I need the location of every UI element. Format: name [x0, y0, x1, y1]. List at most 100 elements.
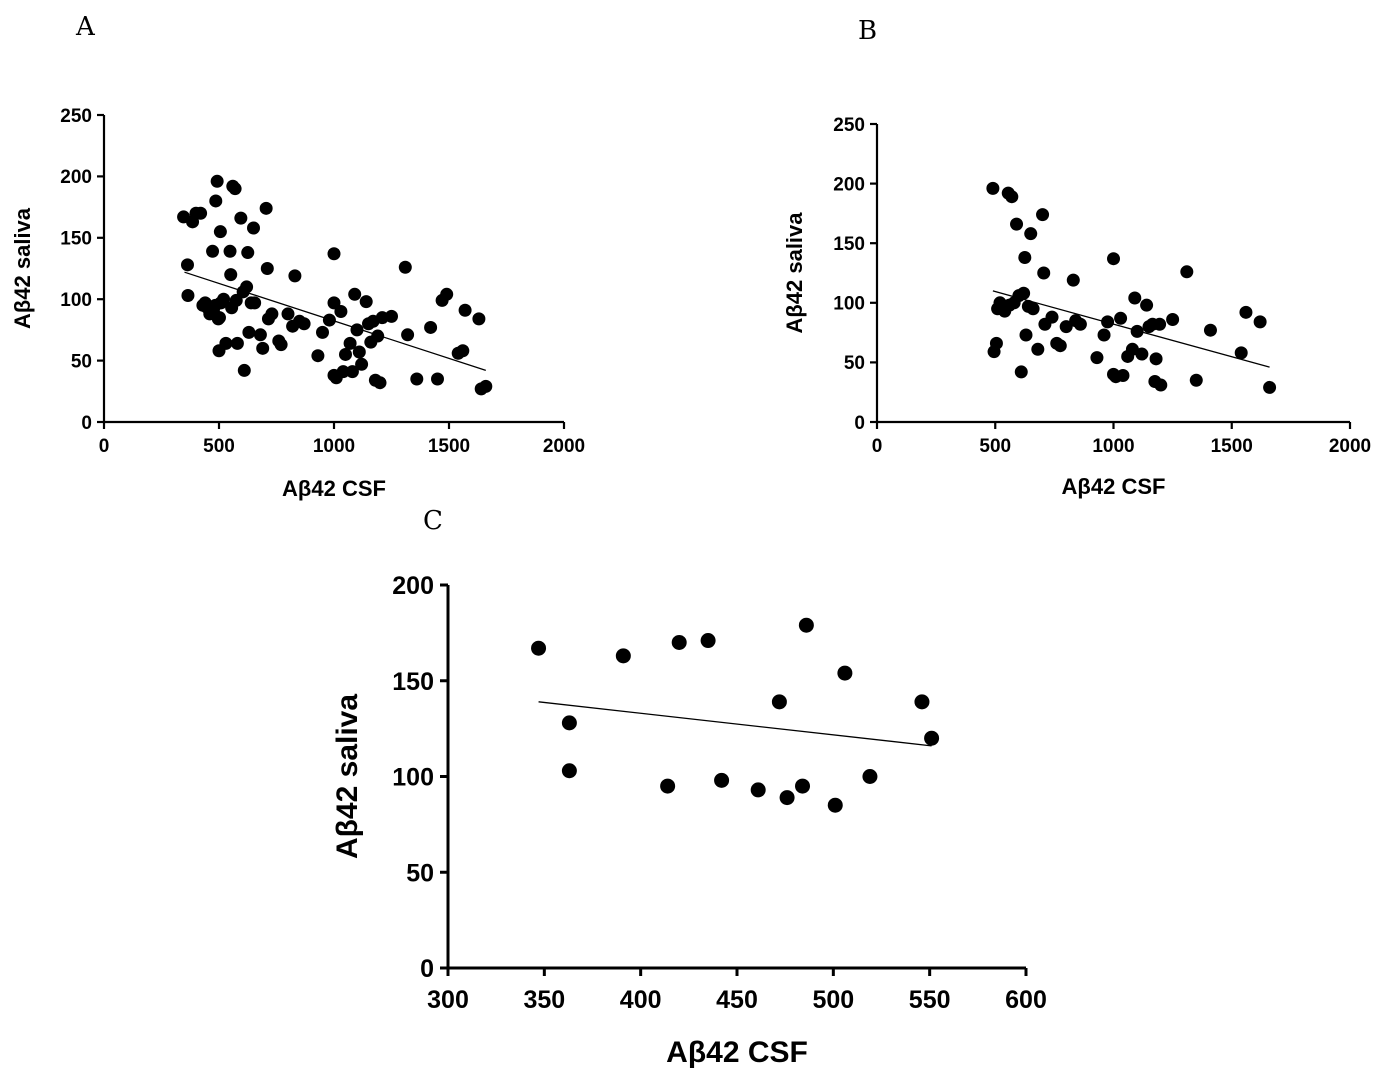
data-point — [1036, 208, 1050, 222]
data-point — [431, 372, 444, 386]
data-point — [771, 694, 787, 710]
data-point — [237, 363, 251, 377]
data-point — [750, 782, 766, 798]
data-point — [348, 287, 362, 301]
data-point — [398, 260, 412, 274]
data-point — [827, 797, 843, 813]
data-point — [181, 289, 195, 303]
data-point — [228, 182, 242, 196]
data-point — [714, 772, 730, 788]
y-tick-label: 100 — [833, 294, 865, 315]
data-point — [343, 336, 357, 350]
x-tick-label: 550 — [909, 986, 951, 1014]
data-point — [914, 694, 930, 710]
data-point — [345, 365, 359, 379]
data-point — [373, 376, 387, 390]
data-point — [1128, 291, 1142, 305]
data-point — [327, 247, 341, 261]
data-point — [986, 181, 1000, 195]
data-point — [256, 341, 270, 355]
data-point — [1114, 311, 1128, 325]
x-tick-label: 0 — [872, 436, 883, 457]
chart-c: 300 350 400 450 500 550 600 0 50 100 150 200 Aβ42 CS… — [331, 572, 1047, 1068]
data-point — [322, 313, 336, 327]
y-tick-label: 150 — [392, 668, 434, 696]
data-point — [240, 280, 254, 294]
data-point — [1024, 227, 1038, 241]
data-point — [1090, 351, 1104, 365]
x-tick-label: 450 — [716, 986, 758, 1014]
data-point — [1097, 328, 1111, 342]
x-tick-label: 1000 — [1092, 436, 1134, 457]
x-axis-title: Aβ42 CSF — [1062, 474, 1166, 499]
data-point — [456, 344, 470, 358]
data-point — [1005, 190, 1019, 204]
y-tick-label: 0 — [854, 413, 865, 434]
data-point — [660, 778, 676, 794]
data-point — [217, 292, 231, 306]
data-point — [1203, 323, 1217, 337]
data-point — [424, 320, 438, 334]
data-point — [224, 268, 238, 282]
data-point — [1140, 298, 1154, 312]
data-point — [479, 379, 493, 393]
x-tick-label: 1000 — [313, 436, 355, 457]
x-tick-label: 400 — [620, 986, 662, 1014]
data-point — [1066, 273, 1080, 287]
data-point — [334, 304, 348, 318]
data-point — [1135, 347, 1149, 361]
y-tick-label: 150 — [60, 229, 92, 250]
y-tick-label: 250 — [60, 106, 92, 127]
data-point — [989, 336, 1003, 350]
data-point — [458, 303, 472, 317]
data-point — [1037, 266, 1051, 280]
data-point — [213, 225, 227, 239]
data-point — [355, 357, 369, 371]
panel-label-b: B — [858, 16, 878, 46]
data-point — [1026, 302, 1040, 316]
data-point — [1180, 265, 1194, 279]
data-point — [1031, 342, 1045, 356]
y-tick-label: 150 — [833, 234, 865, 255]
y-axis-title: Aβ42 saliva — [782, 212, 807, 334]
data-point — [242, 325, 256, 339]
data-point — [1149, 352, 1163, 366]
y-tick-label: 50 — [406, 859, 434, 887]
x-axis-title: Aβ42 CSF — [666, 1036, 808, 1068]
y-tick-label: 200 — [60, 167, 92, 188]
x-tick-label: 300 — [427, 986, 469, 1014]
y-tick-label: 100 — [60, 290, 92, 311]
x-tick-label: 1500 — [1211, 436, 1253, 457]
data-point — [260, 262, 274, 275]
panel-label-c: C — [423, 506, 443, 536]
data-point — [779, 790, 795, 806]
data-point — [316, 325, 329, 339]
data-point — [359, 295, 373, 309]
data-point — [795, 778, 811, 794]
x-tick-label: 600 — [1005, 986, 1047, 1014]
data-point — [281, 307, 295, 321]
data-point — [223, 244, 237, 258]
data-point — [1010, 217, 1024, 231]
data-point — [219, 336, 233, 350]
data-point — [1263, 380, 1277, 394]
data-point — [259, 201, 273, 215]
data-point — [561, 763, 577, 779]
data-point — [862, 769, 878, 784]
data-point — [472, 312, 486, 326]
data-point — [1153, 317, 1167, 331]
chart-a: 0 500 1000 1500 2000 0 50 100 150 200 250 Aβ42 CSF A… — [10, 106, 585, 501]
y-tick-label: 0 — [81, 413, 92, 434]
data-point — [288, 269, 302, 283]
x-tick-label: 2000 — [543, 436, 585, 457]
data-point — [1130, 324, 1144, 338]
data-point — [1166, 312, 1180, 326]
data-point — [297, 317, 311, 331]
regression-line — [538, 701, 932, 747]
data-point — [700, 633, 716, 649]
data-point — [561, 715, 577, 731]
data-point — [1101, 315, 1115, 329]
x-axis-title: Aβ42 CSF — [282, 476, 386, 501]
data-point — [798, 617, 814, 633]
data-point — [210, 174, 224, 188]
